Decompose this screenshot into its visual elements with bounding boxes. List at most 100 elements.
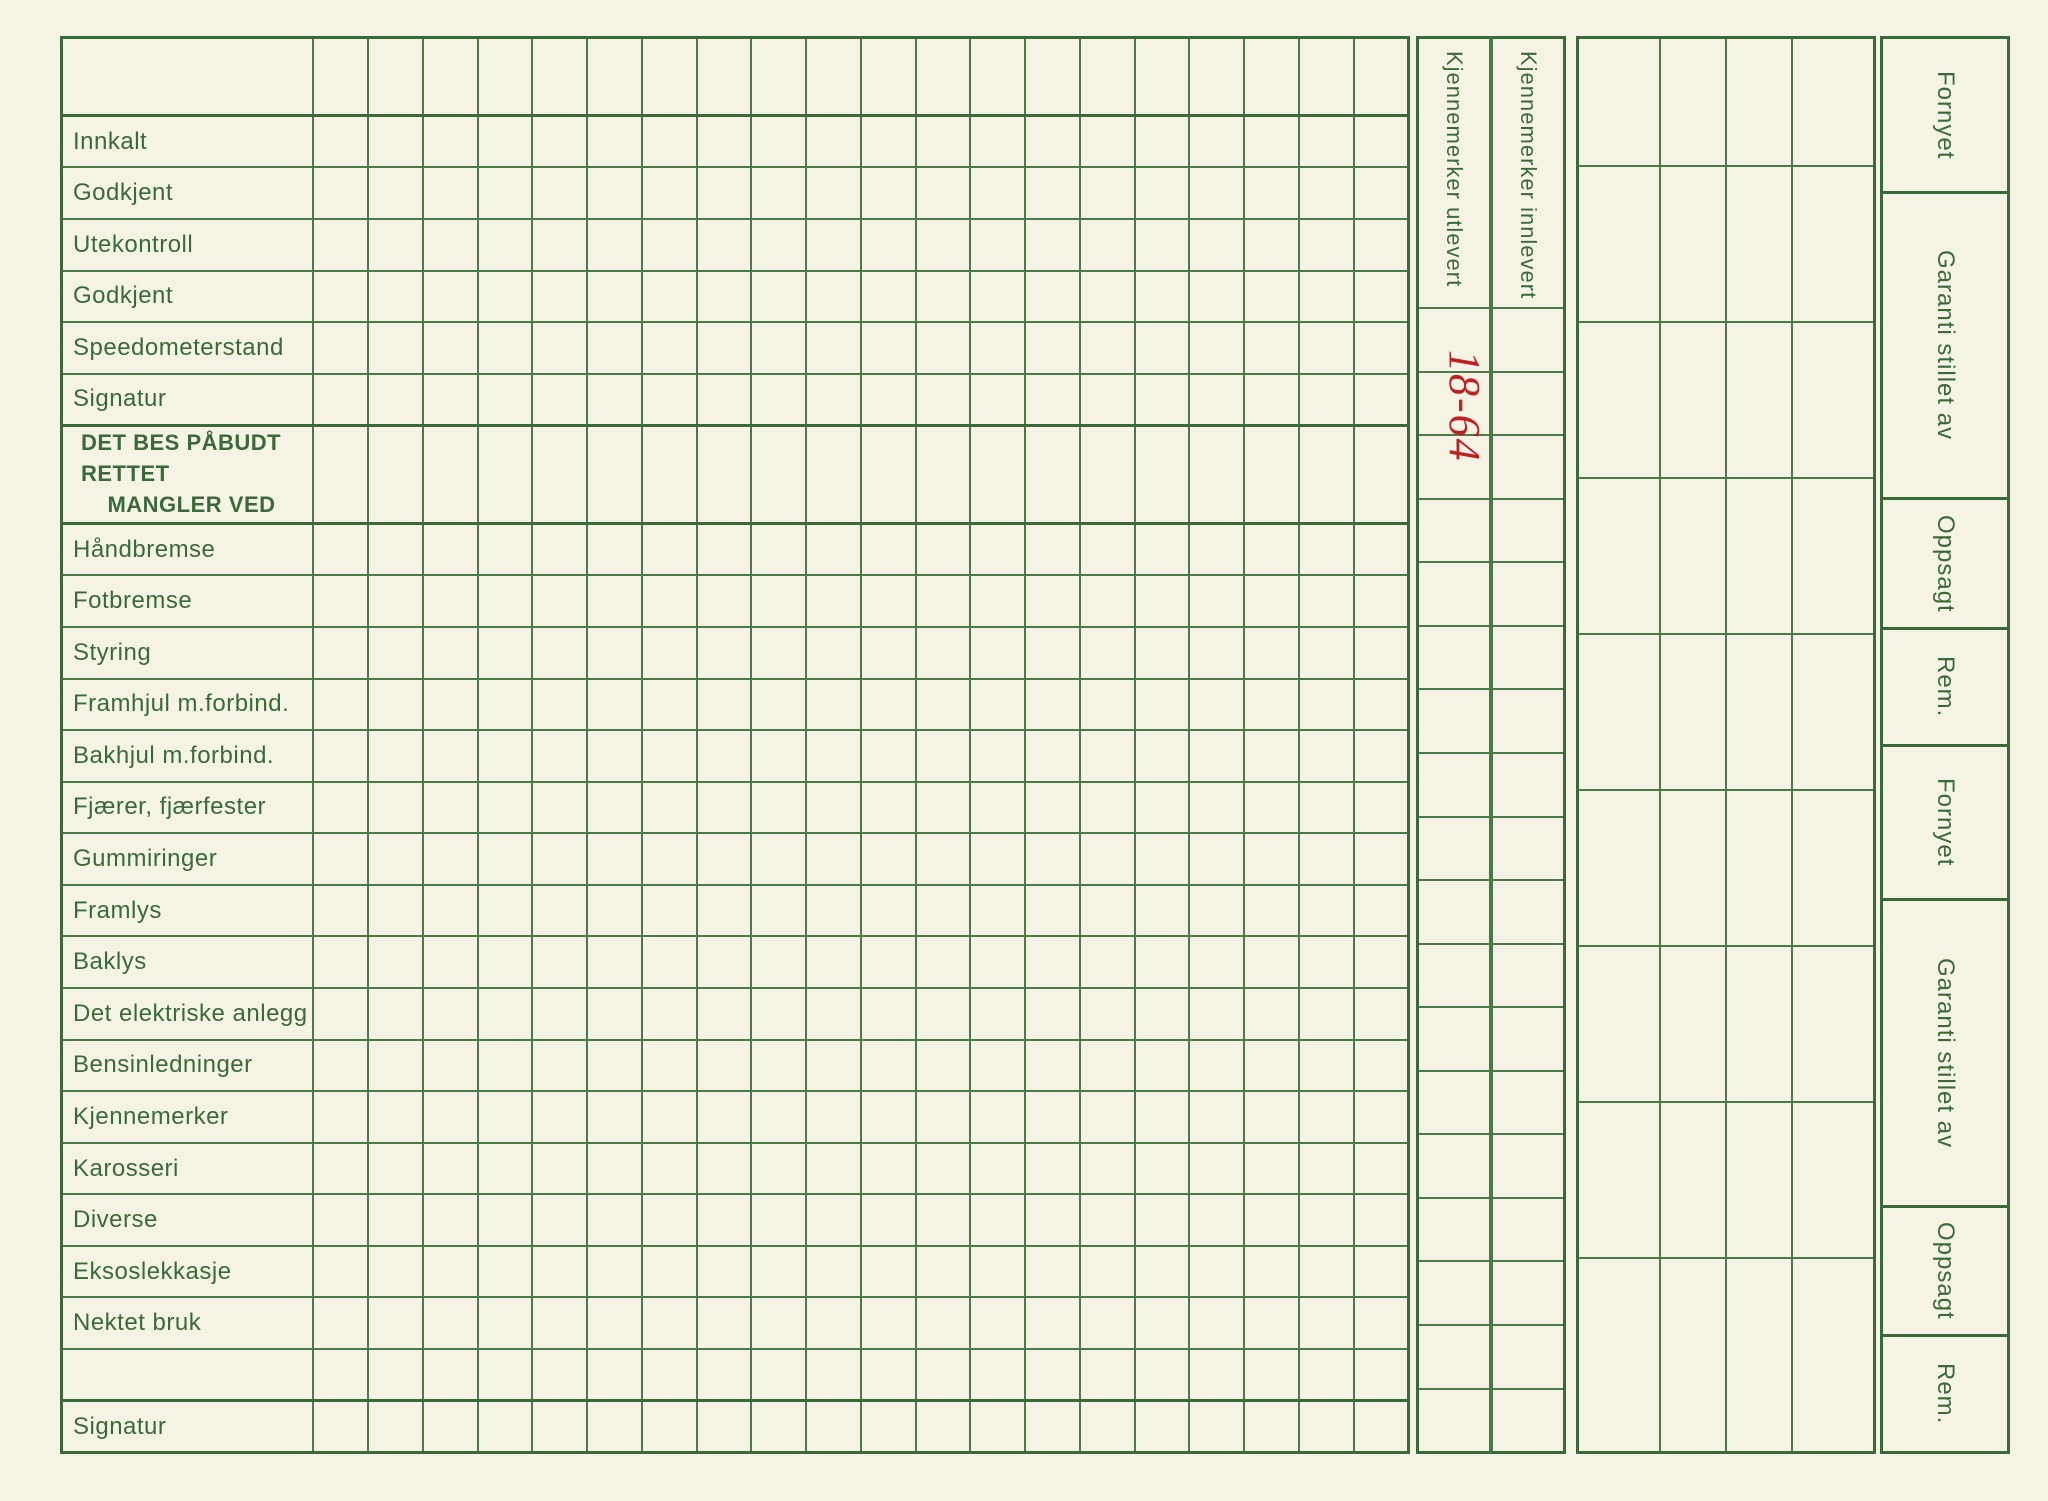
grid-cell [587, 219, 642, 271]
grid-cell [970, 116, 1025, 168]
row-label-cell: Gummiringer [62, 833, 314, 885]
grid-cell [1244, 575, 1299, 627]
grid-cell [478, 524, 533, 576]
grid-cell [642, 1194, 697, 1246]
right-grid-cell [1660, 478, 1726, 634]
right-grid-cell [1578, 166, 1661, 322]
side-cell [1419, 1135, 1489, 1199]
row-label: Framlys [73, 897, 162, 924]
grid-cell [697, 936, 752, 988]
grid-cell [423, 271, 478, 323]
grid-cell [861, 627, 916, 679]
grid-cell [532, 575, 587, 627]
grid-cell [478, 988, 533, 1040]
grid-cell [532, 116, 587, 168]
far-right-label: Oppsagt [1931, 1222, 1959, 1320]
grid-cell [423, 1246, 478, 1298]
grid-cell [1025, 1297, 1080, 1349]
grid-cell [970, 374, 1025, 426]
grid-cell [368, 988, 423, 1040]
right-grid-cell [1726, 634, 1792, 790]
grid-cell [1189, 116, 1244, 168]
grid-cell [806, 1143, 861, 1195]
grid-cell [1299, 1143, 1354, 1195]
grid-cell [751, 219, 806, 271]
grid-cell [697, 1040, 752, 1092]
far-right-cell: Fornyet [1883, 39, 2007, 194]
grid-cell [313, 627, 368, 679]
side-cell [1493, 1135, 1563, 1199]
grid-cell [806, 167, 861, 219]
grid-cell [1244, 425, 1299, 523]
row-label: Bakhjul m.forbind. [73, 742, 274, 769]
row-label-cell: Framhjul m.forbind. [62, 679, 314, 731]
grid-cell [587, 374, 642, 426]
grid-cell [1354, 116, 1409, 168]
grid-cell [478, 1246, 533, 1298]
grid-cell [806, 425, 861, 523]
grid-cell [1135, 38, 1190, 116]
grid-cell [587, 1091, 642, 1143]
grid-cell [1080, 1401, 1135, 1453]
grid-cell [1189, 885, 1244, 937]
grid-cell [1080, 885, 1135, 937]
grid-cell [970, 936, 1025, 988]
side-cell [1493, 627, 1563, 691]
grid-cell [861, 1297, 916, 1349]
grid-cell [861, 524, 916, 576]
grid-cell [642, 1297, 697, 1349]
grid-cell [970, 167, 1025, 219]
grid-cell [478, 1401, 533, 1453]
grid-cell [368, 1091, 423, 1143]
grid-cell [532, 936, 587, 988]
grid-cell [1354, 1040, 1409, 1092]
grid-cell [478, 425, 533, 523]
grid-cell [751, 885, 806, 937]
grid-cell [1025, 1349, 1080, 1401]
grid-cell [1189, 936, 1244, 988]
grid-cell [970, 1040, 1025, 1092]
grid-cell [423, 1297, 478, 1349]
right-grid-cell [1726, 790, 1792, 946]
grid-cell [313, 833, 368, 885]
grid-cell [1299, 627, 1354, 679]
grid-cell [861, 1194, 916, 1246]
right-grid-cell [1660, 166, 1726, 322]
side-cell [1419, 881, 1489, 945]
grid-cell [1135, 679, 1190, 731]
grid-cell [806, 679, 861, 731]
right-grid-cell [1660, 1102, 1726, 1258]
right-grid-cell [1578, 478, 1661, 634]
grid-cell [1025, 885, 1080, 937]
grid-cell [642, 374, 697, 426]
grid-cell [1189, 1401, 1244, 1453]
grid-cell [313, 575, 368, 627]
grid-cell [806, 374, 861, 426]
grid-cell [368, 425, 423, 523]
grid-cell [1354, 219, 1409, 271]
grid-cell [1299, 374, 1354, 426]
grid-cell [478, 1091, 533, 1143]
grid-cell [1299, 219, 1354, 271]
grid-cell [1080, 374, 1135, 426]
grid-cell [1135, 988, 1190, 1040]
grid-cell [1135, 627, 1190, 679]
grid-cell [478, 322, 533, 374]
grid-cell [806, 322, 861, 374]
grid-cell [751, 271, 806, 323]
grid-cell [751, 988, 806, 1040]
grid-cell [1025, 271, 1080, 323]
grid-cell [532, 1091, 587, 1143]
grid-cell [806, 219, 861, 271]
grid-cell [970, 1143, 1025, 1195]
section-header-cell: DET BES PÅBUDT RETTET MANGLER VED [62, 425, 314, 523]
grid-cell [368, 730, 423, 782]
side-cell [1493, 1072, 1563, 1136]
grid-cell [1080, 38, 1135, 116]
side-cell [1493, 1262, 1563, 1326]
grid-cell [916, 271, 971, 323]
grid-cell [916, 524, 971, 576]
grid-cell [587, 167, 642, 219]
grid-cell [313, 936, 368, 988]
grid-cell [916, 1297, 971, 1349]
